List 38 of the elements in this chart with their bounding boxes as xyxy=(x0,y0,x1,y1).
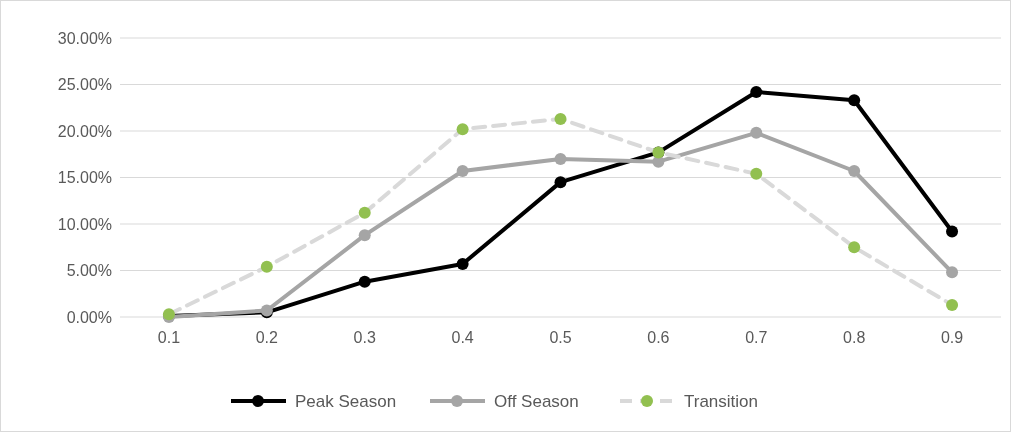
legend-label: Peak Season xyxy=(295,391,397,411)
point xyxy=(456,257,469,270)
point xyxy=(358,275,371,288)
point xyxy=(260,260,273,273)
point xyxy=(358,206,371,219)
point xyxy=(358,229,371,242)
x-tick-label: 0.7 xyxy=(745,329,768,346)
x-tick-label: 0.1 xyxy=(157,329,181,346)
point xyxy=(848,164,861,177)
point xyxy=(554,176,567,189)
point xyxy=(554,112,567,125)
x-tick-label: 0.5 xyxy=(549,329,572,346)
y-tick-label: 20.00% xyxy=(57,122,112,140)
point xyxy=(456,164,469,177)
x-tick-label: 0.2 xyxy=(255,329,279,346)
x-tick-label: 0.8 xyxy=(843,329,866,346)
point xyxy=(750,85,763,98)
point xyxy=(554,152,567,165)
x-tick-label: 0.6 xyxy=(647,329,670,346)
y-tick-label: 5.00% xyxy=(66,262,112,280)
y-tick-label: 15.00% xyxy=(57,169,112,187)
x-tick-label: 0.3 xyxy=(353,329,376,346)
y-tick-label: 10.00% xyxy=(57,215,112,233)
x-tick-label: 0.4 xyxy=(451,329,474,346)
point xyxy=(946,225,959,238)
y-tick-label: 30.00% xyxy=(57,29,112,47)
y-tick-label: 25.00% xyxy=(57,76,112,94)
point xyxy=(946,298,959,311)
point xyxy=(848,241,861,254)
legend-label: Transition xyxy=(684,391,759,411)
point xyxy=(456,123,469,136)
legend-label: Off Season xyxy=(494,391,579,411)
point xyxy=(750,126,763,139)
y-tick-label: 0.00% xyxy=(66,308,112,326)
point xyxy=(946,266,959,279)
point xyxy=(848,94,861,107)
x-tick-label: 0.9 xyxy=(940,329,964,346)
point xyxy=(750,167,763,180)
